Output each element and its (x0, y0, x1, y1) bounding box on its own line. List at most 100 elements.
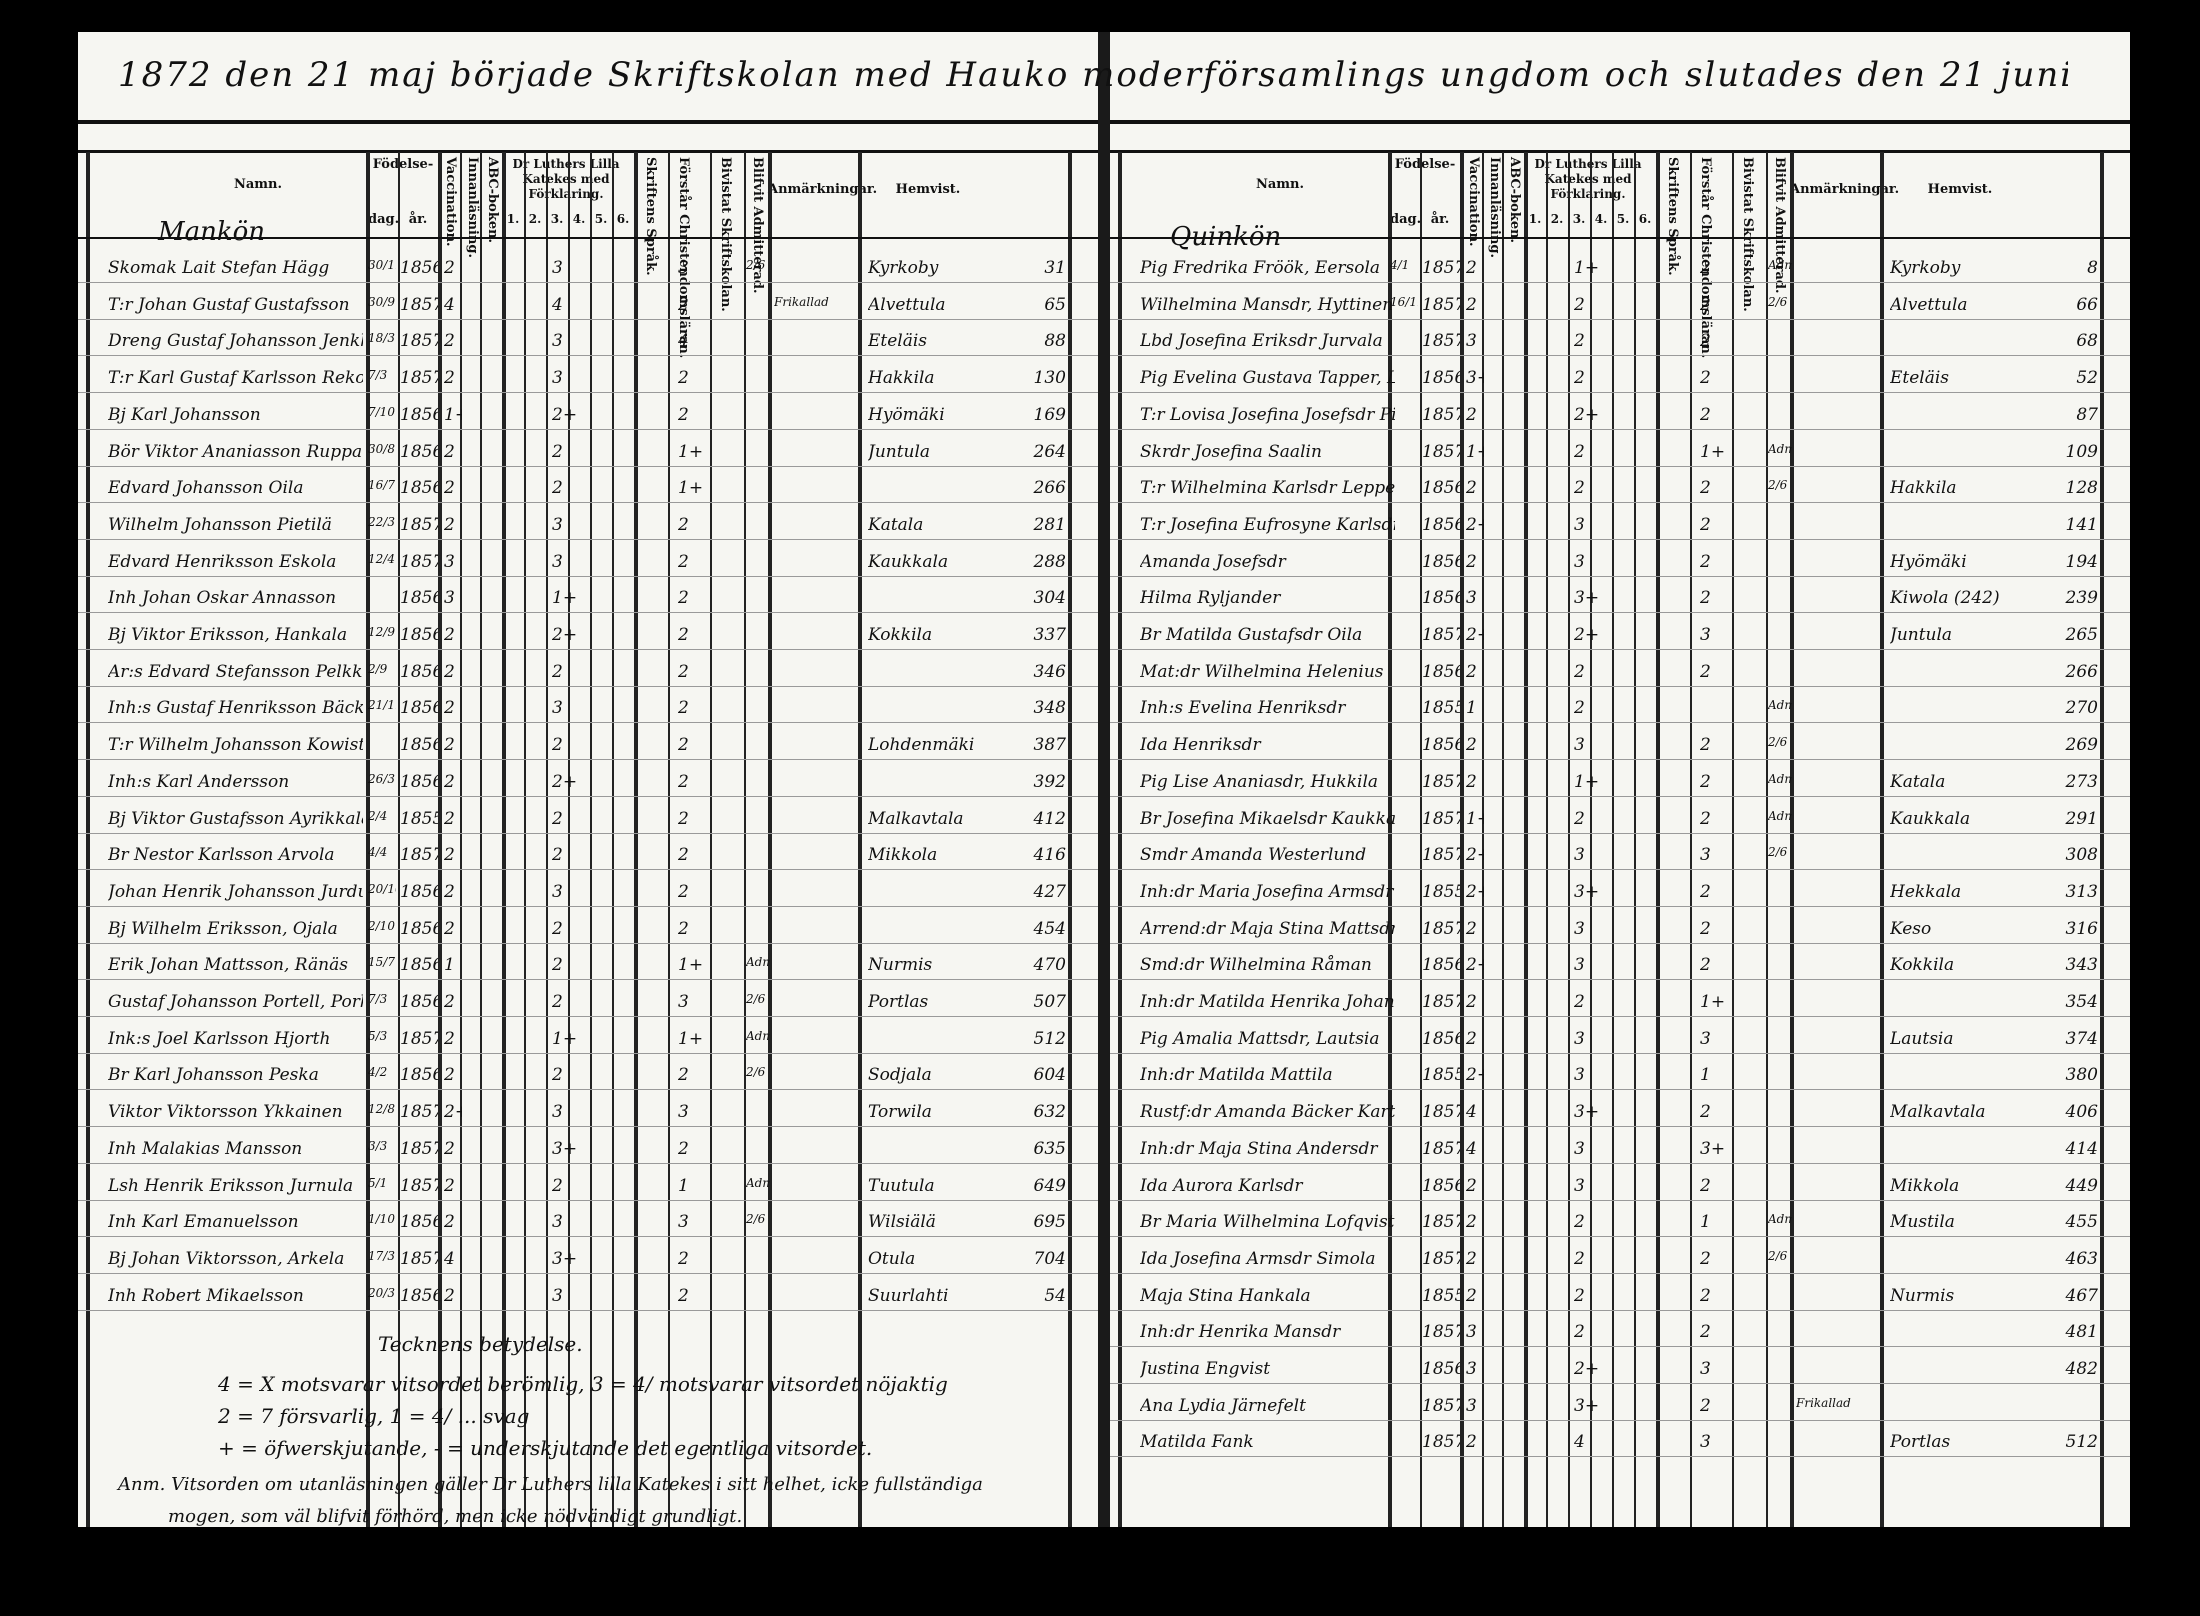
cell-kat: 3 (1574, 1065, 1585, 1086)
cell-ar: 1856 (400, 588, 438, 609)
cell-name: Ida Aurora Karlsdr (1140, 1175, 1303, 1196)
row-rule (1110, 979, 2130, 981)
cell-kat: 3 (552, 551, 563, 572)
cell-forst: 4 (678, 331, 689, 352)
cell-inn: 2 (1466, 258, 1477, 278)
cell-ar: 1857 (400, 294, 438, 315)
cell-name: Pig Amalia Mattsdr, Lautsia (1140, 1028, 1380, 1049)
cell-forst: 1 (678, 1175, 689, 1196)
column-rule (744, 152, 746, 1527)
cell-ar: 1855 (1422, 1065, 1460, 1086)
row-rule (1110, 502, 2130, 504)
cell-forst: 2 (678, 881, 689, 902)
cell-name: Pig Fredrika Fröök, Eersola (1140, 258, 1381, 278)
cell-ar: 1857 (1422, 625, 1460, 645)
cell-adm: Adm. (1768, 698, 1792, 713)
cell-kat: 2 (552, 808, 563, 829)
cell-forst: 3 (1700, 845, 1711, 866)
column-rule (668, 152, 670, 1527)
cell-kat: 3 (552, 331, 563, 352)
cell-inn: 2 (1466, 661, 1477, 682)
cell-hemvist: Malkavtala (1890, 1102, 1986, 1123)
cell-inn: 2 (1466, 1432, 1477, 1453)
header-abc-right: ABC-boken. (1507, 157, 1522, 244)
cell-ar: 1857 (1422, 1212, 1460, 1233)
cell-ar: 1857 (400, 331, 438, 352)
cell-nr: 239 (2065, 588, 2098, 609)
header-inmalasning: Innanläsning. (465, 157, 480, 258)
notes-anm-1: Anm. Vitsorden om utanläsningen gäller D… (118, 1474, 983, 1495)
header-dag-right: dag. (1390, 212, 1422, 227)
cell-inn: 4 (1466, 1102, 1477, 1123)
cell-dag: 7/3 (368, 992, 388, 1006)
cell-inn: 2+ (444, 1102, 462, 1123)
cell-ar: 1856 (1422, 735, 1460, 756)
cell-ar: 1856 (1422, 478, 1460, 499)
cell-nr: 695 (1033, 1212, 1066, 1233)
cell-nr: 337 (1033, 625, 1066, 645)
cell-hemvist: Kyrkoby (1890, 258, 1961, 278)
header-ar-right: år. (1430, 212, 1450, 227)
cell-nr: 269 (2065, 735, 2098, 756)
cell-nr: 343 (2065, 955, 2098, 976)
cell-nr: 264 (1033, 441, 1066, 462)
cell-ar: 1856 (400, 881, 438, 902)
cell-name: Bj Viktor Eriksson, Hankala (108, 625, 348, 645)
cell-forst: 3 (1700, 1028, 1711, 1049)
cell-nr: 273 (2065, 771, 2098, 792)
cell-adm: 2/6 (746, 1065, 766, 1080)
cell-ar: 1856 (1422, 551, 1460, 572)
cell-forst: 1+ (1700, 992, 1724, 1012)
cell-name: Lsh Henrik Eriksson Jurnula (108, 1175, 354, 1196)
notes-title: Tecknens betydelse. (378, 1332, 583, 1356)
column-rule (1790, 152, 1794, 1527)
katekes-col-1: 1. (506, 212, 520, 226)
cell-nr: 463 (2065, 1248, 2098, 1269)
column-rule (1766, 152, 1768, 1527)
cell-nr: 512 (2065, 1432, 2098, 1453)
row-rule (1110, 1383, 2130, 1384)
row-rule (78, 318, 1098, 320)
row-rule (78, 502, 1098, 504)
cell-ar: 1856 (400, 258, 438, 278)
left-page: Namn. Mankön Födelse- dag. år. Vaccinati… (78, 32, 1098, 1527)
cell-hemvist: Nurmis (1890, 1285, 1955, 1306)
cell-name: Wilhelmina Mansdr, Hyttinen (1140, 294, 1394, 315)
column-rule (1502, 152, 1504, 1527)
row-rule (1110, 428, 2130, 430)
cell-nr: 65 (1044, 294, 1066, 315)
cell-hemvist: Torwila (868, 1102, 932, 1123)
katekes-col-6: 6. (1638, 212, 1652, 226)
cell-forst: 2 (678, 1248, 689, 1269)
column-rule (710, 152, 712, 1527)
cell-nr: 66 (2076, 294, 2098, 315)
cell-ar: 1857 (400, 551, 438, 572)
row-rule (78, 1236, 1098, 1238)
cell-kat: 3 (1574, 845, 1585, 866)
cell-kat: 1+ (1574, 258, 1600, 278)
cell-dag: 4/4 (368, 845, 388, 860)
cell-dag: 12/9 (368, 625, 395, 639)
cell-ar: 1855 (1422, 698, 1460, 719)
cell-ar: 1856 (1422, 1359, 1460, 1379)
cell-kat: 3 (552, 1285, 563, 1306)
cell-ar: 1857 (1422, 1432, 1460, 1453)
cell-dag: 2/4 (368, 808, 388, 823)
cell-kat: 2 (1574, 1322, 1585, 1343)
cell-forst: 3 (678, 1102, 689, 1123)
cell-dag: 2/10 (368, 918, 395, 933)
cell-kat: 2 (1574, 1285, 1585, 1306)
cell-inn: 2 (444, 845, 455, 866)
cell-forst: 2 (678, 368, 689, 389)
cell-forst: 2 (1700, 331, 1711, 352)
cell-inn: 2 (1466, 771, 1477, 792)
row-rule (1110, 649, 2130, 650)
column-rule (1546, 152, 1548, 1527)
cell-nr: 467 (2065, 1285, 2098, 1306)
cell-adm: Adm. (746, 1175, 770, 1190)
column-rule (460, 152, 462, 1527)
column-rule (1568, 152, 1570, 1527)
cell-kat: 2 (1574, 368, 1585, 389)
cell-forst: 2 (1700, 735, 1711, 756)
cell-name: Lbd Josefina Eriksdr Jurvala (1140, 331, 1383, 352)
